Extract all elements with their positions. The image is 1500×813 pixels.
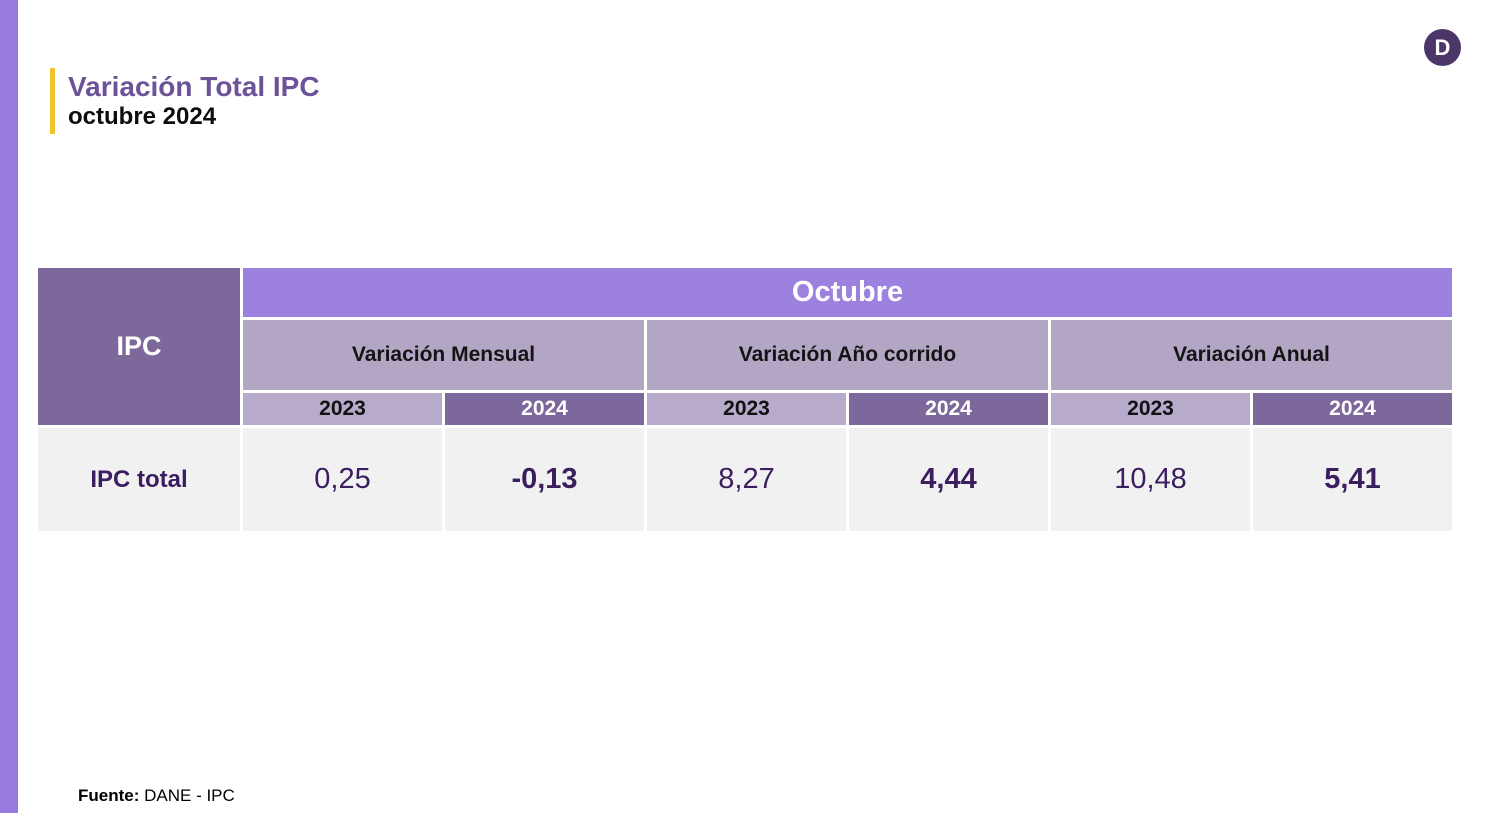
title-accent-bar [50, 68, 55, 134]
value-ano-corrido-2023: 8,27 [647, 428, 846, 531]
ipc-table: IPC Octubre Variación Mensual Variación … [35, 265, 1455, 534]
row-label-ipc-total: IPC total [38, 428, 240, 531]
year-header-mensual-2023: 2023 [243, 393, 442, 425]
year-header-anual-2023: 2023 [1051, 393, 1250, 425]
ipc-table-wrap: IPC Octubre Variación Mensual Variación … [35, 265, 1455, 534]
value-mensual-2023: 0,25 [243, 428, 442, 531]
year-header-anual-2024: 2024 [1253, 393, 1452, 425]
source-text: DANE - IPC [144, 786, 235, 805]
table-corner-header: IPC [38, 268, 240, 425]
value-ano-corrido-2024: 4,44 [849, 428, 1048, 531]
page-subtitle: octubre 2024 [68, 103, 217, 131]
title-block: Variación Total IPC octubre 2024 [50, 68, 320, 134]
year-header-ano-corrido-2023: 2023 [647, 393, 846, 425]
section-header-variacion-mensual: Variación Mensual [243, 320, 644, 390]
dane-logo-letter: D [1434, 34, 1451, 60]
year-header-ano-corrido-2024: 2024 [849, 393, 1048, 425]
section-header-variacion-anual: Variación Anual [1051, 320, 1452, 390]
source-label: Fuente: [78, 786, 140, 805]
value-mensual-2024: -0,13 [445, 428, 644, 531]
value-anual-2023: 10,48 [1051, 428, 1250, 531]
value-anual-2024: 5,41 [1253, 428, 1452, 531]
year-header-mensual-2024: 2024 [445, 393, 644, 425]
section-header-variacion-ano-corrido: Variación Año corrido [647, 320, 1048, 390]
source-note: Fuente: DANE - IPC [78, 786, 235, 806]
dane-logo-icon: D [1424, 29, 1461, 66]
table-month-header: Octubre [243, 268, 1452, 317]
table-row: IPC total 0,25 -0,13 8,27 4,44 10,48 5,4… [38, 428, 1452, 531]
page-title: Variación Total IPC [68, 71, 320, 103]
left-accent-strip [0, 0, 18, 813]
